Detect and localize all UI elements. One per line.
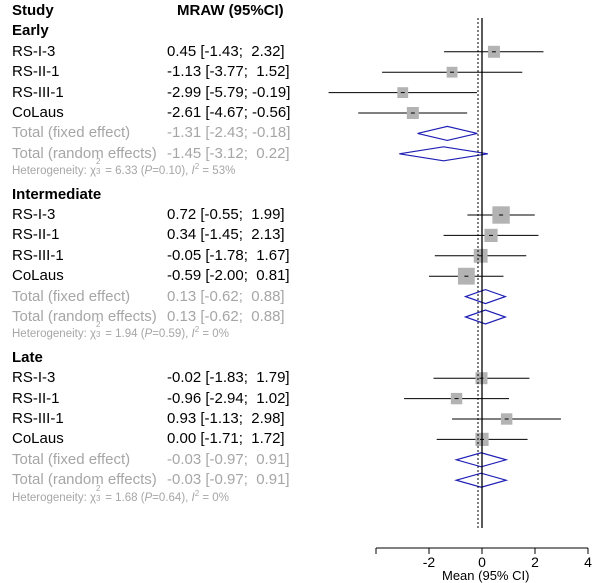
- study-label: RS-I-3: [12, 369, 56, 387]
- column-header-study: Study: [12, 2, 54, 19]
- summary-label-fixed: Total (fixed effect): [12, 124, 131, 142]
- x-tick-label: -2: [422, 554, 436, 570]
- x-tick-label: 2: [531, 554, 539, 570]
- summary-diamond-fixed: [463, 288, 508, 305]
- study-ci-value: -1.13 [-3.77; 1.52]: [167, 63, 290, 81]
- het-p-value: =0.64),: [152, 491, 192, 504]
- study-ci-value: 0.34 [-1.45; 2.13]: [167, 226, 285, 244]
- study-ci-value: -2.99 [-5.79; -0.19]: [167, 83, 291, 101]
- het-p-symbol: P: [144, 491, 153, 504]
- summary-diamond-random: [463, 309, 508, 325]
- study-label: RS-III-1: [12, 410, 64, 427]
- study-ci-value: 0.45 [-1.43; 2.32]: [167, 42, 285, 60]
- study-label: CoLaus: [12, 267, 64, 285]
- summary-label-random: Total (random effects): [12, 308, 157, 325]
- het-p-symbol: P: [144, 165, 153, 178]
- group-label: Intermediate: [12, 185, 102, 203]
- study-ci-value: 0.93 [-1.13; 2.98]: [167, 410, 285, 427]
- group-label: Early: [12, 22, 49, 40]
- summary-ci-value-random: 0.13 [-0.62; 0.88]: [167, 308, 285, 325]
- het-i-value: = 53%: [199, 165, 236, 178]
- het-chi-sup: 2: [96, 157, 101, 167]
- study-ci-value: -0.59 [-2.00; 0.81]: [167, 267, 290, 285]
- summary-label-fixed: Total (fixed effect): [12, 287, 131, 305]
- summary-diamond-random: [399, 146, 488, 162]
- het-chi-sub: 3: [96, 167, 101, 177]
- x-tick-label: 0: [478, 554, 486, 570]
- study-label: RS-II-1: [12, 389, 60, 407]
- het-i-symbol: I: [191, 491, 195, 504]
- x-axis-title: Mean (95% CI): [442, 568, 530, 583]
- summary-diamond-random: [454, 472, 509, 488]
- study-ci-value: 0.72 [-0.55; 1.99]: [167, 206, 285, 223]
- het-p-value: =0.10),: [152, 165, 192, 178]
- study-label: CoLaus: [12, 430, 64, 448]
- het-i-value: = 0%: [199, 491, 229, 504]
- group-label: Late: [12, 348, 43, 366]
- summary-diamond-fixed: [417, 125, 478, 142]
- study-ci-value: -0.05 [-1.78; 1.67]: [167, 246, 290, 264]
- het-chi: Heterogeneity: χ: [12, 165, 97, 178]
- study-label: RS-II-1: [12, 63, 60, 81]
- summary-ci-value-fixed: 0.13 [-0.62; 0.88]: [167, 287, 285, 305]
- study-ci-value: 0.00 [-1.71; 1.72]: [167, 430, 285, 448]
- study-ci-value: -0.96 [-2.94; 1.02]: [167, 389, 290, 407]
- het-i-value: = 0%: [199, 328, 229, 341]
- summary-label-fixed: Total (fixed effect): [12, 450, 131, 468]
- x-tick-label: 4: [584, 554, 592, 570]
- het-chi: Heterogeneity: χ: [12, 491, 97, 504]
- summary-ci-value-random: -1.45 [-3.12; 0.22]: [167, 144, 290, 162]
- summary-ci-value-fixed: -1.31 [-2.43; -0.18]: [167, 124, 291, 142]
- het-i-sup: 2: [194, 162, 200, 172]
- het-p-symbol: P: [144, 328, 153, 341]
- study-label: CoLaus: [12, 104, 64, 121]
- het-chi-value: = 6.33 (: [102, 165, 145, 178]
- het-i-sup: 2: [194, 325, 200, 335]
- study-label: RS-I-3: [12, 42, 56, 60]
- study-label: RS-III-1: [12, 246, 64, 264]
- study-ci-value: -0.02 [-1.83; 1.79]: [167, 369, 290, 387]
- het-chi-sup: 2: [96, 320, 101, 330]
- het-chi-value: = 1.68 (: [102, 491, 145, 504]
- study-ci-value: -2.61 [-4.67; -0.56]: [167, 104, 291, 121]
- column-header-measure: MRAW (95%CI): [177, 2, 284, 19]
- summary-ci-value-fixed: -0.03 [-0.97; 0.91]: [167, 450, 290, 468]
- het-chi-sub: 3: [96, 330, 101, 340]
- het-chi-value: = 1.94 (: [102, 328, 145, 341]
- summary-label-random: Total (random effects): [12, 471, 157, 489]
- study-label: RS-III-1: [12, 83, 64, 101]
- het-i-sup: 2: [194, 488, 200, 498]
- het-chi-sub: 3: [96, 493, 101, 503]
- summary-label-random: Total (random effects): [12, 144, 157, 162]
- het-i-symbol: I: [191, 165, 195, 178]
- het-chi-sup: 2: [96, 483, 101, 493]
- het-chi: Heterogeneity: χ: [12, 328, 97, 341]
- study-label: RS-II-1: [12, 226, 60, 244]
- summary-ci-value-random: -0.03 [-0.97; 0.91]: [167, 471, 290, 489]
- summary-diamond-fixed: [454, 452, 509, 468]
- het-i-symbol: I: [191, 328, 195, 341]
- het-p-value: =0.59),: [152, 328, 192, 341]
- study-label: RS-I-3: [12, 206, 56, 223]
